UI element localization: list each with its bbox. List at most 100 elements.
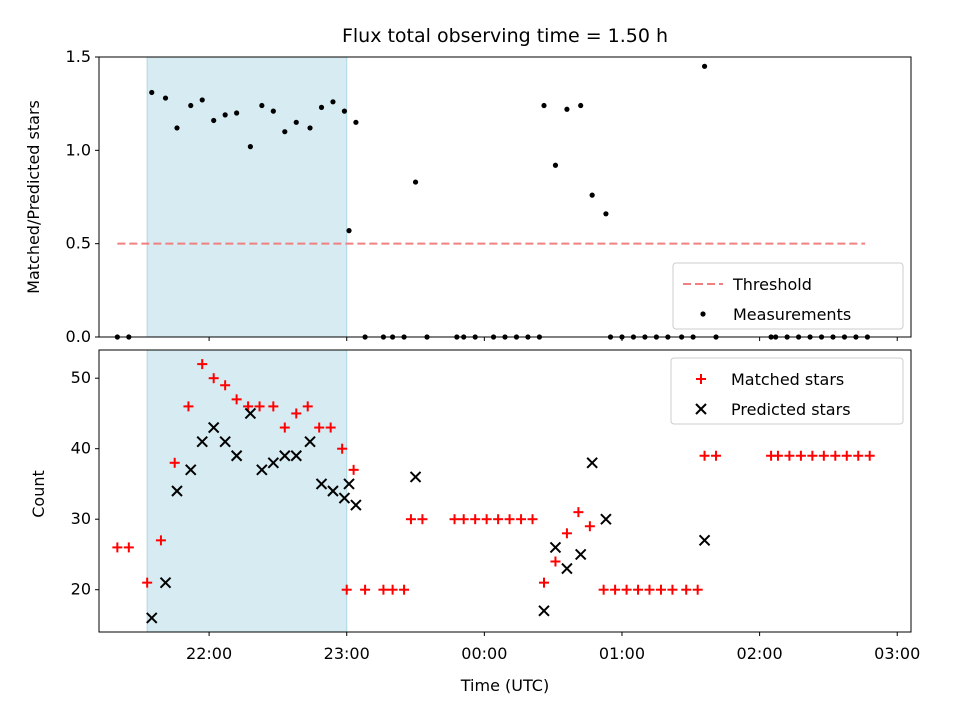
top-point-7 bbox=[211, 117, 217, 124]
bottom-point-25-b bbox=[600, 513, 612, 525]
top-point-14 bbox=[293, 119, 299, 125]
bottom-point-0 bbox=[112, 542, 123, 553]
bottom-point-47 bbox=[681, 584, 692, 595]
bottom-point-21-b bbox=[549, 541, 562, 554]
top-axes-frame bbox=[98, 56, 912, 338]
x-tick-label: 02:00 bbox=[737, 644, 783, 663]
bottom-y-tick-label: 50 bbox=[71, 368, 91, 387]
bottom-point-12 bbox=[290, 450, 302, 462]
top-point-19 bbox=[353, 119, 359, 125]
x-tick-label: 00:00 bbox=[461, 644, 507, 663]
bottom-point-16 bbox=[338, 492, 351, 504]
bottom-point-8-b bbox=[244, 407, 257, 420]
top-point-5 bbox=[188, 102, 194, 109]
bottom-point-4-b bbox=[196, 435, 208, 448]
bottom-point-45 bbox=[655, 584, 666, 595]
top-y-tick-label: 0.0 bbox=[66, 327, 91, 346]
bottom-axes-frame bbox=[98, 349, 912, 633]
top-point-8 bbox=[222, 112, 228, 118]
bottom-point-30 bbox=[481, 514, 492, 525]
top-shaded-span bbox=[147, 57, 347, 337]
bottom-point-32 bbox=[504, 514, 515, 525]
bottom-point-49 bbox=[699, 450, 710, 461]
bottom-legend-swatch-1-b bbox=[695, 403, 707, 415]
bottom-point-2 bbox=[142, 577, 153, 588]
bottom-point-15-b bbox=[327, 485, 339, 497]
bottom-point-19 bbox=[409, 471, 422, 483]
bottom-point-60 bbox=[864, 450, 875, 461]
top-point-37 bbox=[564, 106, 570, 112]
bottom-point-4 bbox=[196, 435, 208, 448]
bottom-point-18 bbox=[337, 443, 348, 454]
bottom-point-23 bbox=[387, 584, 398, 595]
bottom-point-15 bbox=[302, 401, 313, 412]
bottom-shaded-span bbox=[147, 350, 347, 632]
bottom-point-3 bbox=[155, 535, 166, 546]
bottom-point-48 bbox=[692, 584, 703, 595]
bottom-point-14 bbox=[315, 478, 328, 490]
bottom-point-19 bbox=[348, 464, 359, 475]
bottom-point-18-b bbox=[343, 478, 355, 490]
bottom-point-50 bbox=[711, 450, 722, 461]
bottom-point-29 bbox=[470, 514, 481, 525]
top-y-tick-label: 1.0 bbox=[66, 140, 91, 159]
bottom-point-5 bbox=[183, 401, 194, 412]
top-point-18 bbox=[341, 108, 348, 114]
top-point-2 bbox=[149, 89, 155, 96]
bottom-point-24-b bbox=[586, 457, 598, 469]
bottom-point-20-b bbox=[538, 605, 550, 617]
bottom-y-tick-label: 30 bbox=[71, 509, 91, 528]
bottom-point-26 bbox=[698, 534, 711, 547]
bottom-point-24 bbox=[586, 457, 598, 469]
top-y-tick-label: 1.5 bbox=[66, 47, 91, 66]
bottom-point-16 bbox=[314, 422, 325, 433]
bottom-point-17 bbox=[350, 499, 362, 511]
top-y-axis-label: Matched/Predicted stars bbox=[24, 100, 43, 294]
bottom-point-10-b bbox=[267, 457, 280, 469]
x-tick-label: 03:00 bbox=[874, 644, 920, 663]
top-point-15 bbox=[307, 125, 313, 131]
top-legend-label-1: Measurements bbox=[733, 305, 851, 324]
bottom-point-18 bbox=[343, 478, 355, 490]
top-point-10 bbox=[247, 144, 253, 150]
bottom-point-15 bbox=[327, 485, 339, 497]
bottom-point-21 bbox=[549, 541, 562, 554]
bottom-point-14 bbox=[291, 408, 302, 419]
bottom-point-0-b bbox=[146, 612, 158, 624]
bottom-point-14-b bbox=[315, 478, 328, 490]
bottom-point-9 bbox=[231, 394, 242, 405]
bottom-point-42 bbox=[621, 584, 632, 595]
bottom-point-12-b bbox=[290, 450, 302, 462]
top-point-13 bbox=[282, 129, 288, 135]
bottom-y-axis-label: Count bbox=[29, 470, 48, 518]
bottom-point-27 bbox=[449, 514, 460, 525]
bottom-point-1 bbox=[159, 576, 172, 589]
bottom-point-1 bbox=[123, 542, 134, 553]
bottom-point-10 bbox=[243, 401, 254, 412]
bottom-point-26 bbox=[417, 514, 428, 525]
bottom-point-13-b bbox=[304, 435, 316, 448]
bottom-point-58 bbox=[841, 450, 852, 461]
bottom-point-0 bbox=[146, 612, 158, 624]
bottom-point-3 bbox=[185, 464, 197, 476]
bottom-point-5 bbox=[207, 421, 220, 434]
top-point-40 bbox=[603, 211, 609, 217]
top-point-20 bbox=[346, 228, 352, 234]
chart-title: Flux total observing time = 1.50 h bbox=[342, 25, 668, 47]
bottom-point-11-b bbox=[279, 450, 291, 462]
x-tick-label: 22:00 bbox=[186, 644, 232, 663]
bottom-point-20 bbox=[538, 605, 550, 617]
bottom-point-44 bbox=[644, 584, 655, 595]
bottom-point-36 bbox=[550, 556, 561, 567]
bottom-point-23 bbox=[574, 548, 587, 561]
bottom-point-7-b bbox=[230, 450, 243, 462]
bottom-point-38 bbox=[573, 507, 584, 518]
top-legend-box bbox=[672, 262, 904, 330]
bottom-point-22 bbox=[378, 584, 389, 595]
bottom-series-predicted-stars bbox=[146, 407, 711, 624]
bottom-point-43 bbox=[633, 584, 644, 595]
top-legend-label-0: Threshold bbox=[732, 275, 812, 294]
top-point-4 bbox=[174, 125, 180, 131]
top-point-36 bbox=[552, 162, 559, 168]
